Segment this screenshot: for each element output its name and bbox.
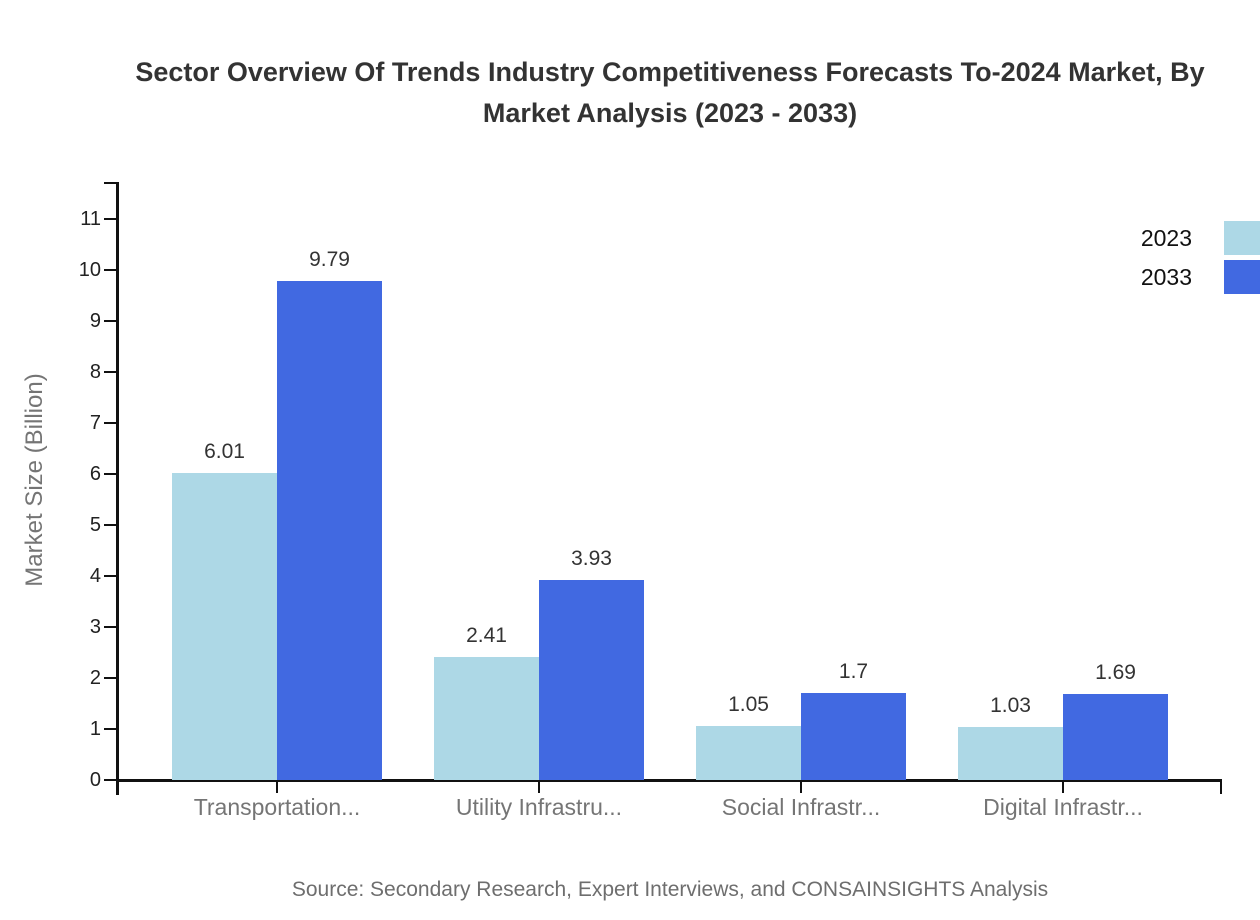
legend-label-2033: 2033 [1140,264,1192,290]
bar-2033 [801,693,906,780]
x-tick [1062,781,1064,793]
bar-2023 [696,726,801,780]
y-tick [104,269,118,271]
y-tick-label: 10 [78,259,101,281]
y-tick [104,320,118,322]
x-axis-line [116,779,1222,782]
legend-swatch-2033 [1224,260,1260,294]
x-tick [800,781,802,793]
category-label: Transportation... [193,794,361,820]
category-label: Utility Infrastru... [455,794,623,820]
y-tick [104,422,118,424]
y-axis-end-cap [104,182,118,184]
x-tick [538,781,540,793]
y-tick [104,218,118,220]
y-tick-label: 6 [89,463,101,485]
x-tick [276,781,278,793]
legend-swatch-2023 [1224,221,1260,255]
bar-2023 [434,657,539,780]
y-tick [104,371,118,373]
y-tick-label: 8 [89,361,101,383]
bar-value-label: 6.01 [204,440,245,463]
bar-2023 [958,727,1063,780]
y-tick [104,626,118,628]
y-tick [104,728,118,730]
bar-2033 [1063,694,1168,780]
y-tick [104,524,118,526]
bar-value-label: 3.93 [571,547,612,570]
bar-value-label: 9.79 [309,248,350,271]
y-tick-label: 5 [89,514,101,536]
legend-label-2023: 2023 [1140,225,1192,251]
y-tick-label: 11 [80,208,101,230]
y-tick-label: 0 [89,769,101,791]
y-tick-label: 3 [89,616,101,638]
bar-value-label: 1.05 [728,693,769,716]
y-tick [104,575,118,577]
y-tick [104,473,118,475]
x-axis-end-cap [1220,780,1222,794]
y-tick-label: 4 [89,565,101,587]
y-tick-label: 9 [89,310,101,332]
chart-title-line-2: Market Analysis (2023 - 2033) [482,98,858,128]
bar-value-label: 2.41 [466,624,507,647]
y-tick-label: 1 [89,718,101,740]
bar-value-label: 1.69 [1095,661,1136,684]
chart-title: Sector Overview Of Trends Industry Compe… [80,52,1260,134]
y-axis-line [116,182,119,795]
y-tick-label: 7 [89,412,101,434]
bar-2023 [172,473,277,780]
bar-2033 [277,281,382,780]
y-tick-label: 2 [89,667,101,689]
bar-2033 [539,580,644,780]
category-label: Social Infrastr... [721,794,881,820]
bar-value-label: 1.03 [990,694,1031,717]
chart-title-line-1: Sector Overview Of Trends Industry Compe… [135,57,1205,87]
source-note: Source: Secondary Research, Expert Inter… [291,878,1049,901]
y-tick [104,677,118,679]
bar-value-label: 1.7 [838,660,869,683]
y-tick [104,779,118,781]
category-label: Digital Infrastr... [983,794,1143,820]
